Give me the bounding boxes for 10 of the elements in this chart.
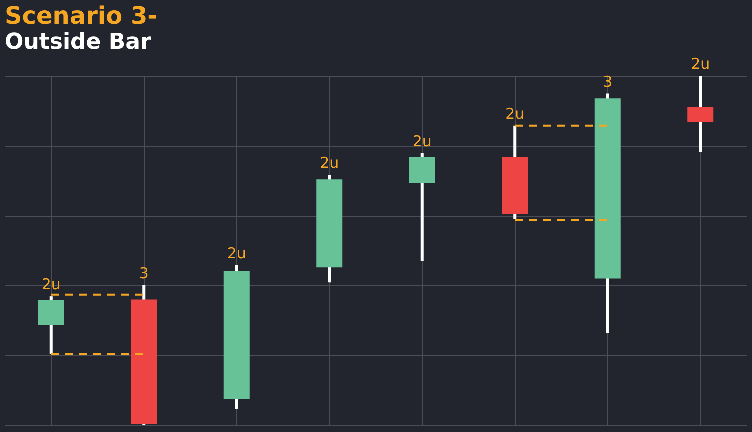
text: 2u [412, 132, 432, 150]
chart-subtitle: Outside Bar [5, 30, 152, 55]
text: 3 [603, 72, 613, 91]
chart-title: Scenario 3- [5, 2, 158, 30]
text: 3 [139, 264, 149, 282]
text: 2u [691, 55, 710, 73]
text: 2u [506, 104, 525, 123]
text: 2u [42, 276, 61, 294]
text: 2u [320, 154, 340, 172]
text: 2u [227, 244, 246, 263]
